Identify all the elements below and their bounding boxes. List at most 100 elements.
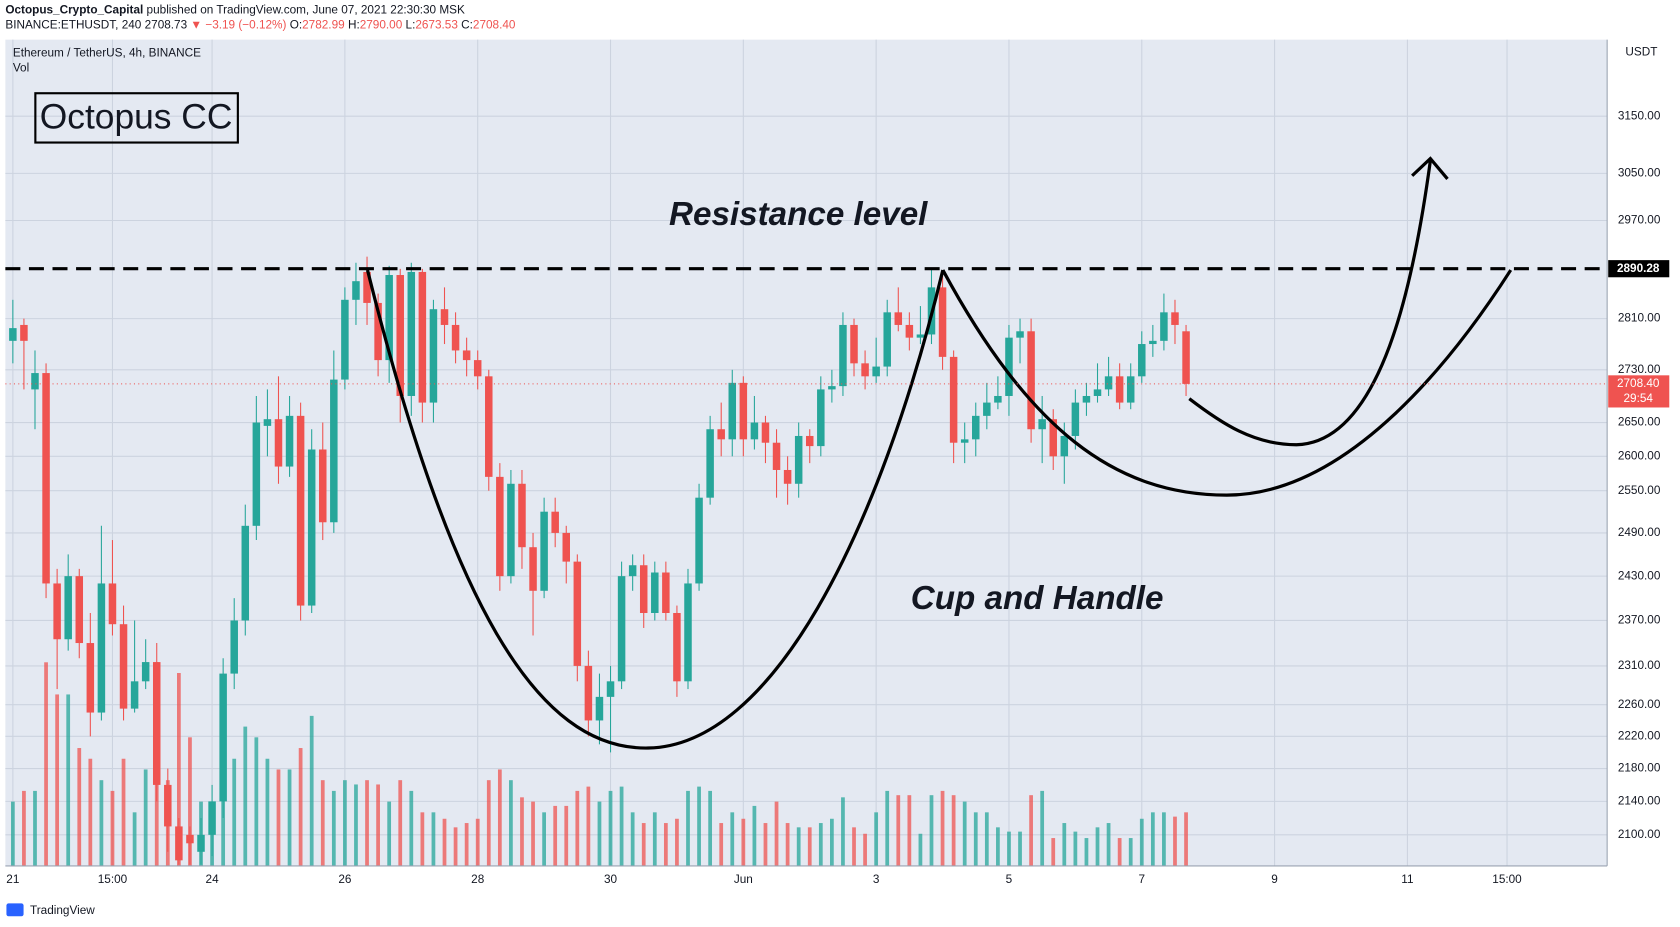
volume-bar [951,795,956,866]
candle-body [20,324,28,341]
resistance-label: 2890.28 [1617,262,1660,275]
candle-body [684,583,692,682]
plot-area [5,39,1608,866]
arrow-head [1411,156,1449,181]
handle-curve [1188,160,1432,447]
candle-body [86,643,95,713]
h-value: 2790.00 [360,19,403,32]
volume-bar [420,812,425,866]
candle-body [219,673,227,802]
header-line-2: BINANCE:ETHUSDT, 240 2708.73 ▼ −3.19 (−0… [5,19,516,32]
candle-body [551,511,559,533]
volume-bar [973,812,978,866]
candle-body [108,583,117,625]
y-tick-label: 2140.00 [1618,795,1661,808]
candle-body [1138,344,1146,377]
brand-text: Octopus CC [40,97,233,136]
volume-bar [641,823,646,866]
candle-body [363,271,371,303]
volume-bar [1051,838,1056,866]
cup-curve [365,269,945,750]
candle-body [252,422,261,526]
candle-body [617,576,626,682]
volume-bar [841,797,845,866]
candle-body [828,386,836,390]
candle-body [429,309,438,403]
volume-bar [531,801,535,866]
volume-bar [453,827,458,866]
candle-body [595,696,604,721]
candle-body [1005,337,1013,396]
candle-body [1093,389,1102,396]
y-tick-label: 2260.00 [1618,698,1661,711]
o-key: O: [290,19,302,32]
candle-body [53,583,61,640]
y-tick-label: 3050.00 [1618,166,1661,179]
drawings [365,156,1513,750]
candle-body [916,334,925,338]
x-tick-label: 3 [873,873,880,886]
last-price-box [1608,375,1670,408]
volume-bar [132,812,137,866]
candle-body [960,439,969,443]
candle-body [651,572,659,613]
volume-bar [442,818,447,866]
y-tick-label: 2220.00 [1618,729,1661,742]
y-tick-label: 2370.00 [1618,614,1661,627]
volume-bar [830,818,834,866]
candle-body [418,271,427,403]
volume-bar [464,823,469,866]
candle-body [805,435,814,447]
volume-bar [243,726,248,866]
volume-bar [542,812,546,866]
volume-bar [652,812,657,866]
x-tick-label: 9 [1271,873,1278,886]
resistance-annotation: Resistance level [669,196,928,233]
volume-bar [896,795,901,866]
volume-bar [44,662,48,866]
volume-bar [885,790,890,866]
volume-bar [309,715,314,866]
candle-body [1038,419,1046,430]
x-tick-label: 15:00 [1492,873,1522,886]
candle-body [761,422,770,443]
volume-bar [376,784,380,866]
volume-bar [785,823,790,866]
candle-body [319,449,327,523]
volume-bar [608,790,613,866]
volume-bar [365,780,369,866]
overlay: 2890.28 2708.40 29:54 [5,260,1670,408]
volume-bar [940,790,945,866]
author: Octopus_Crypto_Capital [5,4,143,17]
last-price-label: 2708.40 [1617,377,1660,390]
candle-body [119,624,128,709]
candle-body [1104,376,1113,390]
volume-bar [66,694,71,866]
volume-bar [265,758,270,866]
candle-body [186,834,194,844]
volume-bar [1184,812,1188,866]
candle-body [573,561,582,666]
volume-bar [1018,831,1022,866]
candle-body [141,662,150,682]
volume-bar [863,833,867,866]
footer-logo [6,903,24,917]
volume-bar [22,790,26,866]
volume-bar [774,801,779,866]
candle-body [97,583,106,713]
volume-bar [962,801,967,866]
volume-bar [121,758,126,866]
candle-body [639,565,648,613]
candle-body [296,415,305,606]
symbol-legend: Ethereum / TetherUS, 4h, BINANCE [13,47,201,60]
candle-body [9,328,17,341]
candle-body [208,801,216,835]
volume-bar [254,737,259,866]
candle-body [152,662,161,785]
volume-bar [619,786,624,866]
volume-bar [575,790,580,866]
volume-bar [188,737,192,866]
y-tick-label: 2730.00 [1618,363,1661,376]
volume-bar [918,833,923,866]
